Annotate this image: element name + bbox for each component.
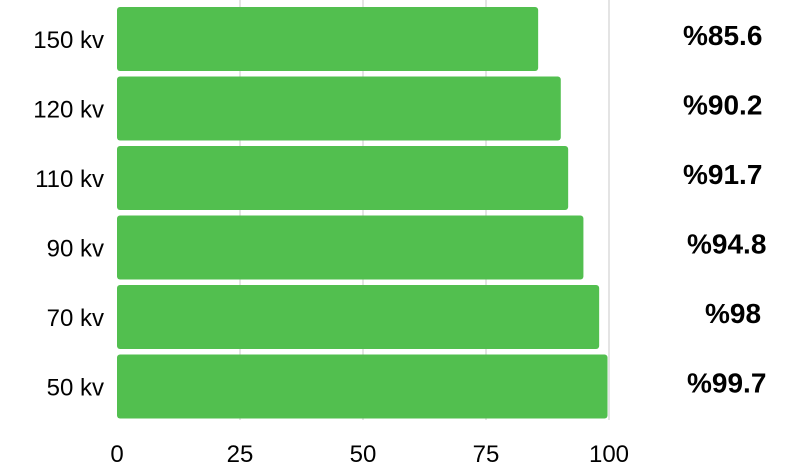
category-label: 110 kv xyxy=(35,166,104,193)
bars xyxy=(117,7,608,419)
data-label: %99.7 xyxy=(687,368,766,399)
category-label: 70 kv xyxy=(47,305,104,332)
data-label: %90.2 xyxy=(683,90,762,121)
category-label: 120 kv xyxy=(33,97,104,124)
bar-50-kv xyxy=(117,354,608,419)
x-tick-label: 75 xyxy=(473,441,500,468)
category-labels: 150 kv 120 kv 110 kv 90 kv 70 kv 50 kv xyxy=(33,27,104,402)
data-label: %94.8 xyxy=(687,229,766,260)
x-tick-label: 0 xyxy=(110,441,123,468)
x-tick-label: 100 xyxy=(589,441,629,468)
category-label: 150 kv xyxy=(33,27,104,54)
category-label: 50 kv xyxy=(47,375,104,402)
bar-110-kv xyxy=(117,146,569,210)
data-labels: %85.6 %90.2 %91.7 %94.8 %98 %99.7 xyxy=(683,20,766,399)
x-tick-label: 25 xyxy=(227,441,254,468)
category-label: 90 kv xyxy=(47,236,104,263)
x-tick-labels: 0 25 50 75 100 xyxy=(110,441,629,468)
bar-90-kv xyxy=(117,215,584,280)
data-label: %91.7 xyxy=(683,159,762,190)
data-label: %98 xyxy=(705,298,761,329)
data-label: %85.6 xyxy=(683,20,762,51)
bar-150-kv xyxy=(117,7,539,71)
bar-120-kv xyxy=(117,76,561,141)
bar-70-kv xyxy=(117,285,600,349)
x-tick-label: 50 xyxy=(350,441,377,468)
